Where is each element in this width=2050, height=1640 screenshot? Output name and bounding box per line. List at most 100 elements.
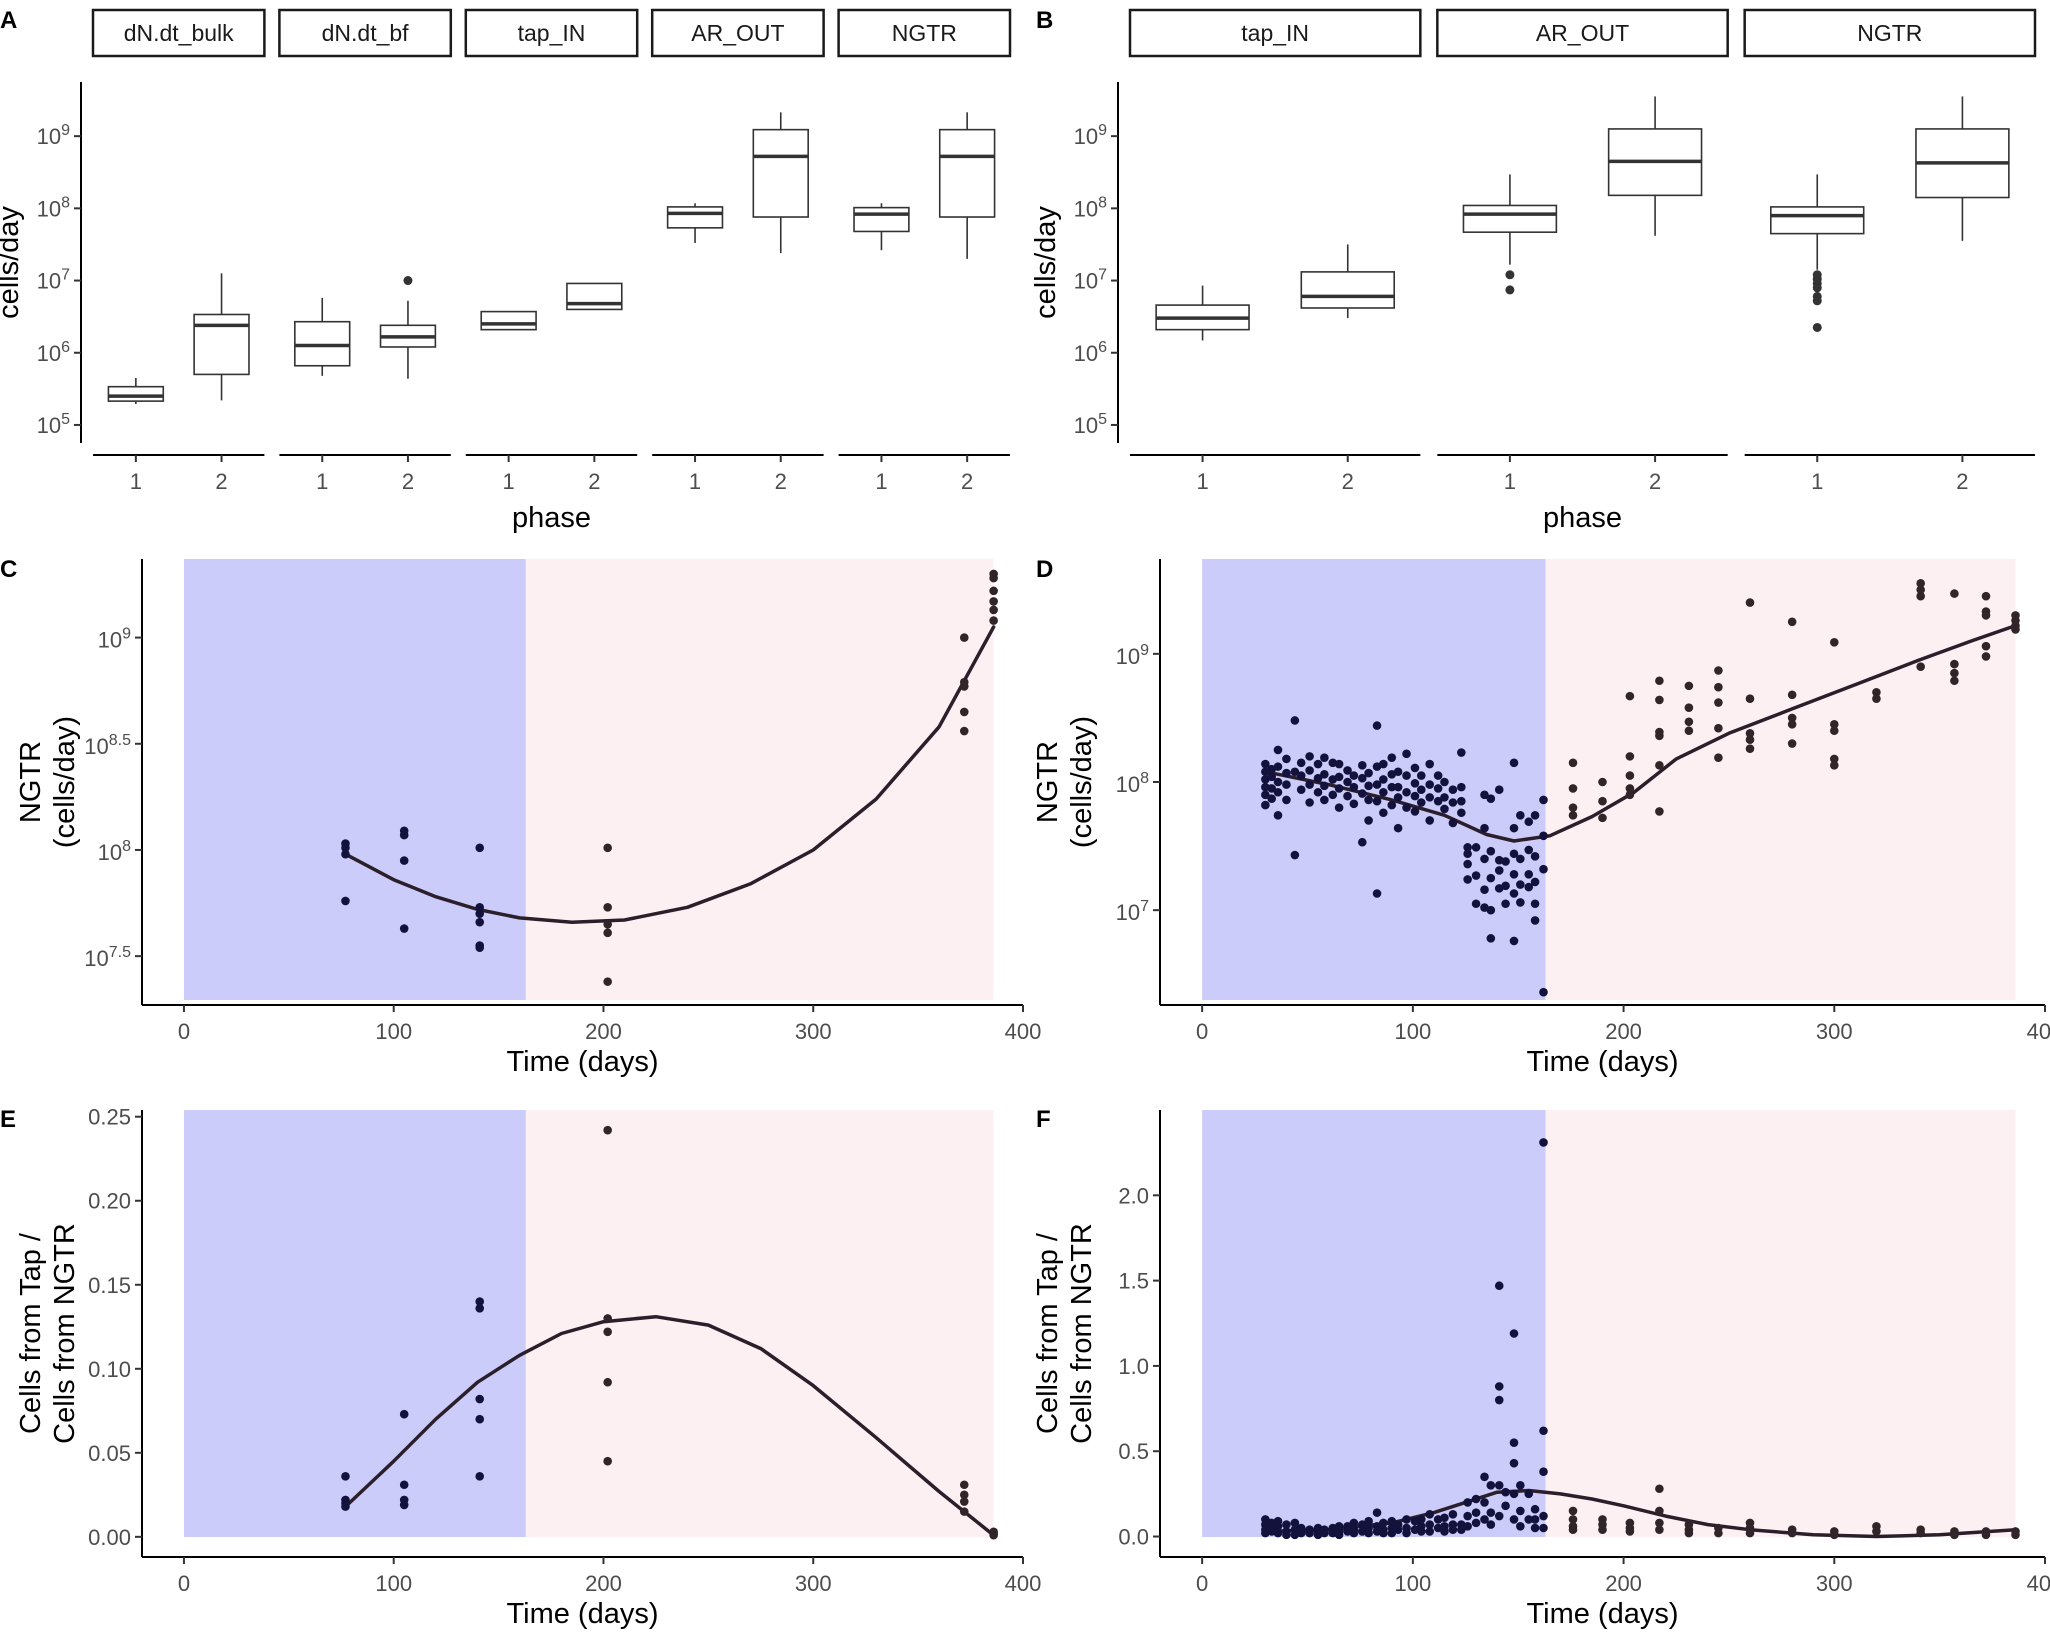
- data-point: [475, 1472, 485, 1481]
- y-tick-label: 108.5: [84, 732, 131, 759]
- data-point: [1568, 1515, 1578, 1524]
- data-point: [1655, 1518, 1664, 1528]
- data-point: [1530, 1515, 1540, 1524]
- box-iqr: [752, 128, 809, 218]
- data-point: [1440, 804, 1449, 814]
- y-tick-label-b: 105: [1074, 411, 1107, 438]
- x-tick-label: 200: [585, 1019, 622, 1044]
- data-point: [1282, 780, 1291, 789]
- data-point: [1509, 869, 1519, 879]
- panel-tag-c: C: [0, 556, 17, 583]
- y-tick-label-a: 109: [37, 122, 70, 149]
- data-point: [1745, 735, 1755, 745]
- panel-f: 0 100 200 300 400 0.0 0.5 1.0 1.5 2.0 Time (days) C…: [1032, 1110, 2050, 1630]
- data-point: [1714, 698, 1723, 707]
- x-tick-label: 2: [961, 469, 973, 494]
- y-tick-label-b-exp: 8: [1098, 194, 1107, 211]
- data-point: [1273, 1528, 1283, 1538]
- y-axis-title-a: cells/day: [0, 206, 25, 319]
- y-tick-label-a-base: 10: [37, 124, 61, 149]
- x-axis-title-a: phase: [512, 502, 591, 534]
- data-point: [1916, 1528, 1925, 1538]
- data-point: [1530, 1504, 1540, 1514]
- data-point: [1433, 771, 1443, 780]
- panel-tag-a: A: [0, 7, 17, 34]
- data-point: [959, 1480, 969, 1490]
- data-point: [1402, 1515, 1411, 1524]
- y-tick-label: 108: [1116, 770, 1149, 797]
- box-ar-out-phase-1: [666, 203, 724, 244]
- data-point: [1387, 800, 1397, 810]
- data-point: [2011, 625, 2020, 634]
- data-point: [1480, 823, 1489, 833]
- box-ngtr-phase-1: [853, 203, 910, 251]
- y-tick-label-base: 10: [84, 734, 108, 759]
- x-tick-label: 1: [875, 469, 887, 494]
- data-point: [989, 1530, 998, 1540]
- data-point: [1684, 1528, 1694, 1538]
- data-point: [1463, 1498, 1472, 1507]
- data-point: [1440, 1527, 1449, 1536]
- data-point: [959, 726, 969, 736]
- facet-strip-label: tap_IN: [1241, 20, 1309, 46]
- y-tick-label-b-base: 10: [1074, 196, 1098, 221]
- data-point: [1745, 728, 1755, 738]
- data-point: [1714, 1528, 1723, 1538]
- y-tick-label-base: 10: [1116, 644, 1140, 669]
- data-point: [399, 1409, 409, 1419]
- x-tick-label: 400: [2027, 1019, 2050, 1044]
- box-iqr: [107, 385, 165, 402]
- data-point: [1501, 1501, 1510, 1511]
- x-tick-label: 300: [795, 1571, 832, 1596]
- y-tick-label-a-base: 10: [37, 341, 61, 366]
- data-point: [1416, 1527, 1426, 1536]
- x-tick-label: 400: [1005, 1019, 1042, 1044]
- data-point: [1313, 773, 1323, 783]
- data-point: [1829, 754, 1839, 764]
- data-point: [1829, 726, 1839, 736]
- data-point: [1655, 1506, 1664, 1516]
- phase-shading-2: [525, 1110, 994, 1537]
- x-tick-label: 2: [402, 469, 414, 494]
- data-point: [1625, 752, 1635, 761]
- data-point: [989, 605, 998, 615]
- data-point: [1425, 1510, 1435, 1519]
- data-point: [1509, 1515, 1519, 1524]
- data-point: [1387, 753, 1397, 762]
- data-point: [1471, 1518, 1481, 1528]
- y-tick-label: 0.00: [88, 1525, 131, 1550]
- data-point: [1745, 598, 1755, 607]
- data-point: [1364, 1516, 1373, 1526]
- data-point: [1379, 759, 1388, 769]
- y-tick-label-b: 108: [1074, 194, 1107, 221]
- data-point: [1448, 785, 1458, 794]
- data-point: [1290, 1518, 1300, 1528]
- facet-tap-in: tap_IN 1 2: [464, 8, 639, 494]
- box-outlier: [1812, 322, 1822, 332]
- data-point: [1267, 794, 1276, 803]
- box-tap-in-phase-2: [1300, 244, 1396, 319]
- box-ngtr-phase-2: [1915, 96, 2010, 241]
- data-point: [1916, 662, 1925, 671]
- y-axis-title-line2: (cells/day): [49, 716, 81, 848]
- facet-strip-label: dN.dt_bf: [322, 20, 410, 46]
- box-ngtr-phase-2: [938, 112, 996, 259]
- data-point: [1448, 818, 1458, 828]
- box-tap-in-phase-1: [1155, 285, 1250, 341]
- data-point: [1745, 744, 1755, 753]
- data-point: [1539, 795, 1548, 805]
- phase-shading-1: [1202, 559, 1546, 1000]
- data-point: [1471, 843, 1481, 852]
- box-ar-out-phase-1: [1462, 174, 1558, 295]
- data-point: [1480, 1498, 1489, 1507]
- data-point: [1714, 753, 1723, 762]
- data-point: [1655, 695, 1664, 705]
- data-point: [989, 597, 998, 606]
- x-tick-label: 2: [1342, 469, 1354, 494]
- data-point: [1714, 666, 1723, 675]
- data-point: [1305, 766, 1314, 775]
- facet-strip-label: AR_OUT: [1536, 20, 1629, 46]
- y-tick-label: 0.15: [88, 1273, 131, 1298]
- x-tick-label: 0: [1196, 1571, 1208, 1596]
- data-point: [1448, 1525, 1458, 1535]
